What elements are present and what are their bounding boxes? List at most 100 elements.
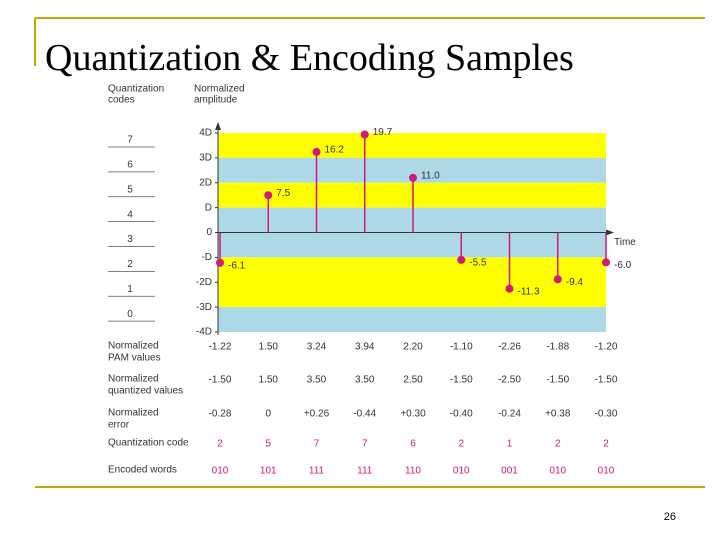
- band: [218, 232, 606, 258]
- table-cell: 010: [453, 466, 470, 477]
- table-cell: 2: [458, 439, 464, 450]
- table-cell: 101: [260, 466, 277, 477]
- stem-dot: [409, 173, 417, 182]
- y-tick-label: 2D: [199, 177, 212, 188]
- code-label: 1: [127, 284, 133, 295]
- row-label: quantized values: [108, 386, 183, 397]
- table-cell: 2: [555, 439, 561, 450]
- table-cell: 1.50: [259, 375, 279, 386]
- row-label: error: [108, 420, 130, 431]
- y-tick-label: D: [205, 202, 212, 213]
- table-cell: -1.50: [209, 375, 232, 386]
- y-tick-label: -3D: [196, 302, 212, 313]
- band: [218, 282, 606, 308]
- table-cell: 3.50: [307, 375, 327, 386]
- page-number: 26: [664, 511, 676, 523]
- table-cell: 001: [501, 466, 518, 477]
- table-cell: -0.28: [209, 409, 232, 420]
- table-cell: 3.50: [355, 375, 375, 386]
- code-axis-title: Quantization: [108, 84, 164, 95]
- row-label: Quantization code: [108, 438, 189, 449]
- table-cell: 110: [405, 466, 421, 477]
- table-cell: +0.30: [400, 409, 426, 420]
- stem-dot: [505, 284, 514, 293]
- value-label: 19.7: [373, 127, 393, 138]
- table-cell: -0.40: [450, 409, 473, 420]
- y-tick-label: -2D: [196, 277, 212, 288]
- band: [218, 207, 606, 233]
- value-label: -5.5: [469, 258, 487, 269]
- table-cell: 2: [603, 439, 609, 450]
- value-label: 7.5: [276, 188, 290, 199]
- y-axis-title: amplitude: [194, 95, 238, 106]
- time-axis-arrow: [606, 229, 614, 236]
- table-cell: 0: [265, 409, 271, 420]
- code-label: 6: [127, 160, 133, 171]
- table-cell: 2: [217, 439, 223, 450]
- table-cell: 3.94: [355, 342, 375, 353]
- table-cell: -1.10: [450, 342, 473, 353]
- table-cell: 3.24: [307, 342, 327, 353]
- table-cell: 7: [362, 439, 368, 450]
- table-cell: 010: [598, 466, 615, 477]
- table-cell: -1.88: [546, 342, 569, 353]
- table-cell: 6: [410, 439, 416, 450]
- x-axis-title: Time: [614, 237, 636, 248]
- stem-dot: [360, 130, 369, 139]
- table-cell: -1.22: [209, 342, 232, 353]
- y-axis-title: Normalized: [194, 84, 245, 95]
- code-axis-title: codes: [108, 95, 135, 106]
- y-axis-arrow: [215, 122, 221, 130]
- table-cell: +0.38: [545, 409, 571, 420]
- y-tick-label: 3D: [199, 153, 212, 164]
- value-label: -6.1: [228, 260, 246, 271]
- table-cell: -1.50: [450, 375, 473, 386]
- band: [218, 182, 606, 208]
- value-label: 16.2: [325, 145, 345, 156]
- table-cell: -1.20: [595, 342, 618, 353]
- table-cell: -0.44: [353, 409, 376, 420]
- table-cell: 1.50: [259, 342, 279, 353]
- stem-dot: [457, 255, 466, 264]
- stem-dot: [602, 258, 610, 267]
- band: [218, 257, 606, 283]
- code-label: 7: [127, 135, 133, 146]
- table-cell: -1.50: [546, 375, 569, 386]
- code-label: 5: [127, 184, 133, 195]
- row-label: Encoded words: [108, 465, 177, 476]
- table-cell: +0.26: [304, 409, 330, 420]
- table-cell: 5: [265, 439, 271, 450]
- table-cell: 7: [314, 439, 320, 450]
- code-label: 2: [127, 259, 133, 270]
- row-label: Normalized: [108, 374, 159, 385]
- table-cell: -2.50: [498, 375, 521, 386]
- y-tick-label: -4D: [196, 327, 212, 338]
- table-cell: 1: [507, 439, 513, 450]
- table-cell: 2.50: [403, 375, 423, 386]
- stem-dot: [216, 258, 224, 267]
- row-label: PAM values: [108, 353, 161, 364]
- table-cell: 010: [549, 466, 566, 477]
- band: [218, 133, 606, 158]
- table-cell: -0.30: [595, 409, 618, 420]
- value-label: -11.3: [518, 286, 540, 297]
- code-label: 3: [127, 234, 133, 245]
- figure: QuantizationcodesNormalizedamplitude7654…: [108, 84, 636, 477]
- slide-title: Quantization & Encoding Samples: [45, 37, 574, 79]
- code-label: 0: [127, 309, 133, 320]
- y-tick-label: -D: [201, 252, 212, 263]
- table-cell: 111: [357, 466, 373, 477]
- code-label: 4: [127, 209, 133, 220]
- y-tick-label: 0: [206, 227, 212, 238]
- table-cell: -1.50: [595, 375, 618, 386]
- value-label: -6.0: [614, 260, 632, 271]
- table-cell: -0.24: [498, 409, 521, 420]
- band: [218, 307, 606, 332]
- table-cell: -2.26: [498, 342, 521, 353]
- row-label: Normalized: [108, 408, 159, 419]
- value-label: -9.4: [566, 277, 584, 288]
- stem-dot: [553, 275, 562, 284]
- stem-dot: [312, 147, 321, 156]
